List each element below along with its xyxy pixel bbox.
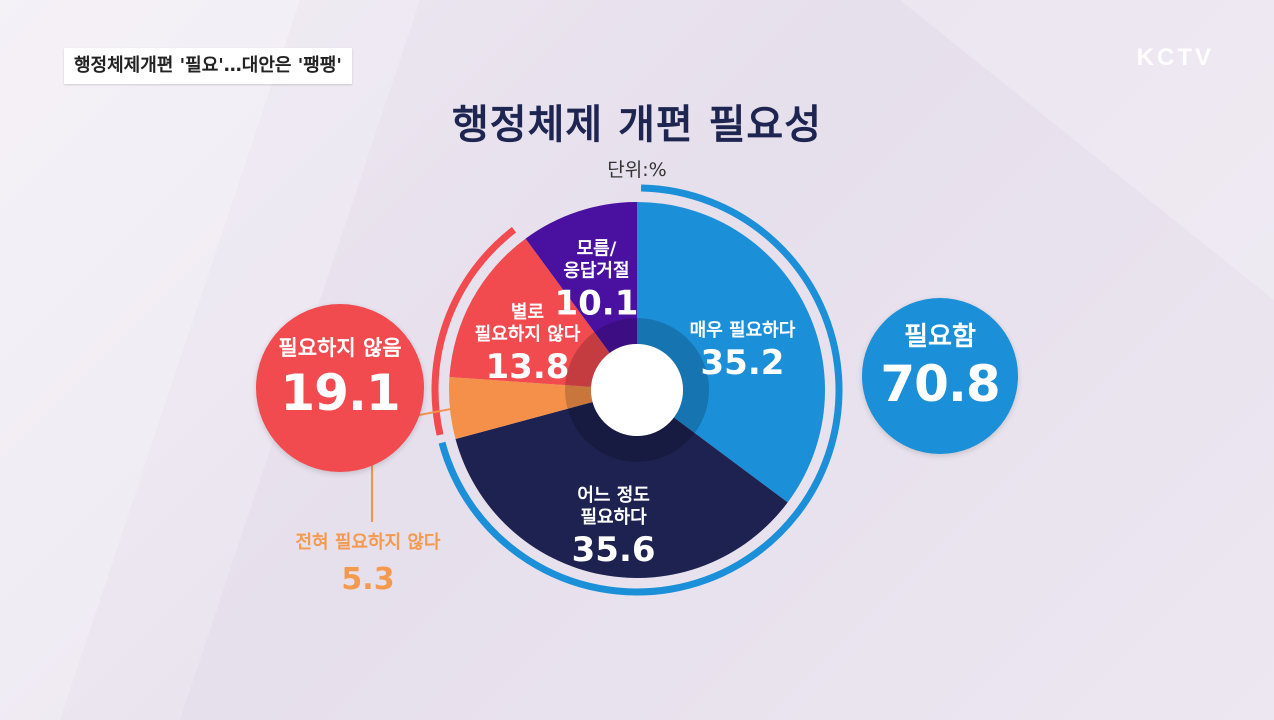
not-at-all-needed-label: 전혀 필요하지 않다 bbox=[295, 532, 441, 553]
slice-value-4: 13.8 bbox=[486, 347, 570, 387]
news-headline: 행정체제개편 '필요'…대안은 '팽팽' bbox=[64, 48, 352, 84]
pie-slice-5 bbox=[525, 202, 637, 353]
pie-slice-2 bbox=[455, 401, 788, 578]
unit-label: 단위:% bbox=[607, 159, 667, 181]
pie-slice-4 bbox=[449, 238, 610, 387]
slice-value-2: 35.6 bbox=[572, 530, 656, 570]
donut-hole bbox=[591, 344, 683, 436]
slice-label-2-line-1: 어느 정도 bbox=[577, 485, 650, 506]
slice-label-2-line-2: 필요하다 bbox=[580, 507, 647, 528]
slice-label-4-line-2: 필요하지 않다 bbox=[475, 324, 581, 345]
not-needed-group-arc bbox=[431, 226, 517, 436]
needed-total-value: 70.8 bbox=[880, 355, 1000, 413]
not-at-all-needed-value: 5.3 bbox=[341, 562, 395, 597]
slice-value-5: 10.1 bbox=[554, 283, 638, 323]
chart-title: 행정체제 개편 필요성 bbox=[451, 102, 823, 148]
needed-total-label: 필요함 bbox=[904, 322, 976, 352]
pie-slice-3 bbox=[449, 377, 593, 440]
slice-value-1: 35.2 bbox=[701, 343, 785, 383]
not-needed-total-bubble: 필요하지 않음 19.1 bbox=[256, 304, 424, 472]
not-needed-total-value: 19.1 bbox=[280, 364, 400, 422]
slice-label-5-line-2: 응답거절 bbox=[563, 260, 629, 281]
not-needed-total-label: 필요하지 않음 bbox=[278, 336, 402, 360]
not-at-all-needed-callout: 전혀 필요하지 않다 5.3 bbox=[268, 528, 468, 597]
kctv-logo: KCTV bbox=[1136, 44, 1214, 71]
needed-group-arc bbox=[438, 184, 843, 596]
slice-label-4-line-1: 별로 bbox=[511, 302, 544, 323]
needed-total-bubble: 필요함 70.8 bbox=[862, 298, 1018, 454]
pie-slice-1 bbox=[637, 202, 825, 503]
slice-label-1-line-1: 매우 필요하다 bbox=[690, 320, 796, 341]
slice-label-5-line-1: 모름/ bbox=[577, 238, 617, 259]
